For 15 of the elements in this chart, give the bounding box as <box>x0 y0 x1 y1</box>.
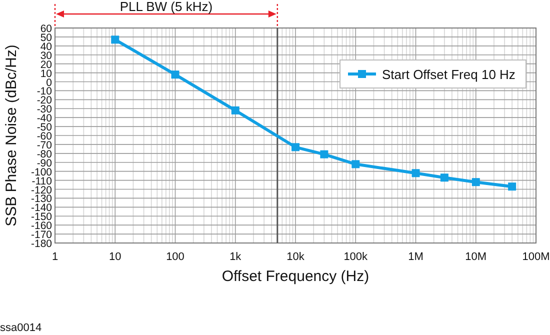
x-tick-label: 100k <box>344 251 368 263</box>
x-tick-label: 10k <box>286 251 305 263</box>
text: ssa0014 <box>0 322 42 334</box>
x-tick-label: 1M <box>408 251 424 263</box>
x-tick-label: 1 <box>52 251 58 263</box>
x-tick-label: 1k <box>230 251 242 263</box>
x-tick-label: 100M <box>522 251 550 263</box>
y-axis-title: SSB Phase Noise (dBc/Hz) <box>3 44 20 226</box>
x-tick-label: 100 <box>166 251 184 263</box>
y-tick-label: -180 <box>30 238 52 250</box>
x-axis-title: Offset Frequency (Hz) <box>222 268 370 285</box>
x-tick-label: 10 <box>109 251 122 263</box>
legend-label: Start Offset Freq 10 Hz <box>382 67 516 82</box>
text: PLL BW (5 kHz) <box>120 0 213 14</box>
x-tick-label: 10M <box>465 251 487 263</box>
